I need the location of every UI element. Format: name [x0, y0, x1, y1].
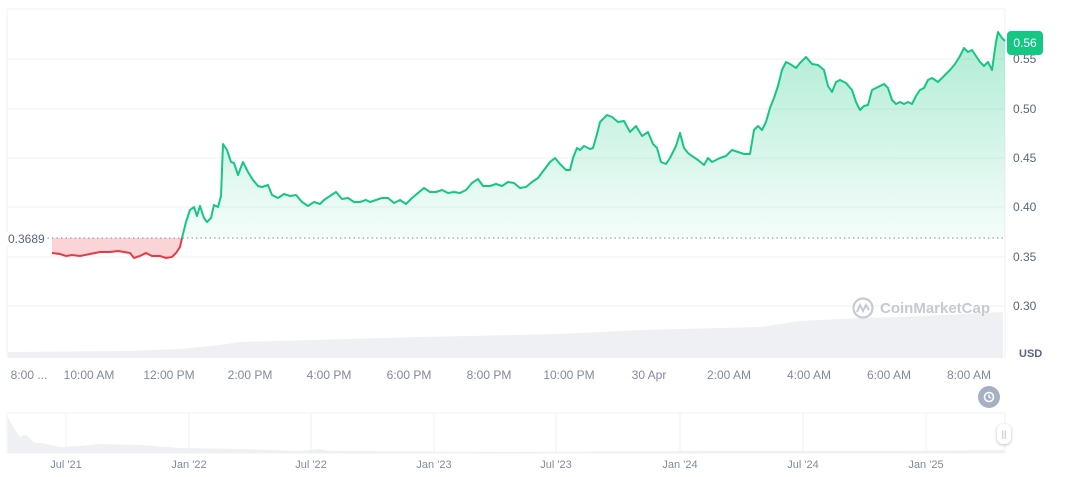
x-tick: 12:00 PM: [143, 368, 195, 382]
x-tick: 6:00 PM: [386, 368, 432, 382]
x-tick: 4:00 PM: [306, 368, 352, 382]
x-tick: 30 Apr: [631, 368, 667, 382]
clock-icon: [983, 391, 995, 403]
grip-icon: ||: [1001, 429, 1007, 439]
navigator-tick: Jul '24: [787, 459, 819, 471]
navigator-tick: Jul '21: [50, 459, 82, 471]
currency-label: USD: [1019, 348, 1043, 360]
navigator[interactable]: [6, 412, 1006, 454]
price-line-above: [181, 31, 1006, 239]
navigator-tick: Jan '24: [662, 459, 698, 471]
above-baseline-fill: [182, 32, 1005, 238]
x-tick: 8:00 ...: [10, 368, 48, 382]
watermark: CoinMarketCap: [852, 297, 990, 319]
x-tick: 10:00 PM: [543, 368, 595, 382]
navigator-tick: Jan '23: [416, 459, 452, 471]
x-tick: 4:00 AM: [786, 368, 832, 382]
coinmarketcap-logo-icon: [852, 297, 874, 319]
navigator-tick: Jan '25: [908, 459, 944, 471]
y-tick: 0.50: [1013, 102, 1037, 116]
x-tick: 8:00 PM: [466, 368, 512, 382]
time-range-button[interactable]: [978, 386, 1000, 408]
y-tick: 0.40: [1013, 200, 1037, 214]
baseline-label: 0.3689: [6, 232, 47, 246]
current-price-tag: 0.56: [1007, 31, 1043, 55]
navigator-tick: Jul '23: [540, 459, 572, 471]
x-tick: 8:00 AM: [946, 368, 992, 382]
navigator-handle[interactable]: ||: [997, 424, 1011, 444]
y-tick: 0.30: [1013, 299, 1037, 313]
below-baseline-fill: [52, 238, 182, 258]
x-tick: 2:00 AM: [706, 368, 752, 382]
x-tick: 2:00 PM: [227, 368, 273, 382]
navigator-tick: Jan '22: [171, 459, 207, 471]
navigator-tick: Jul '22: [295, 459, 327, 471]
price-line-below: [51, 237, 183, 260]
y-tick: 0.55: [1013, 52, 1037, 66]
x-tick: 6:00 AM: [866, 368, 912, 382]
y-tick: 0.35: [1013, 250, 1037, 264]
y-tick: 0.45: [1013, 151, 1037, 165]
x-tick: 10:00 AM: [63, 368, 115, 382]
volume-area: [8, 312, 1003, 358]
